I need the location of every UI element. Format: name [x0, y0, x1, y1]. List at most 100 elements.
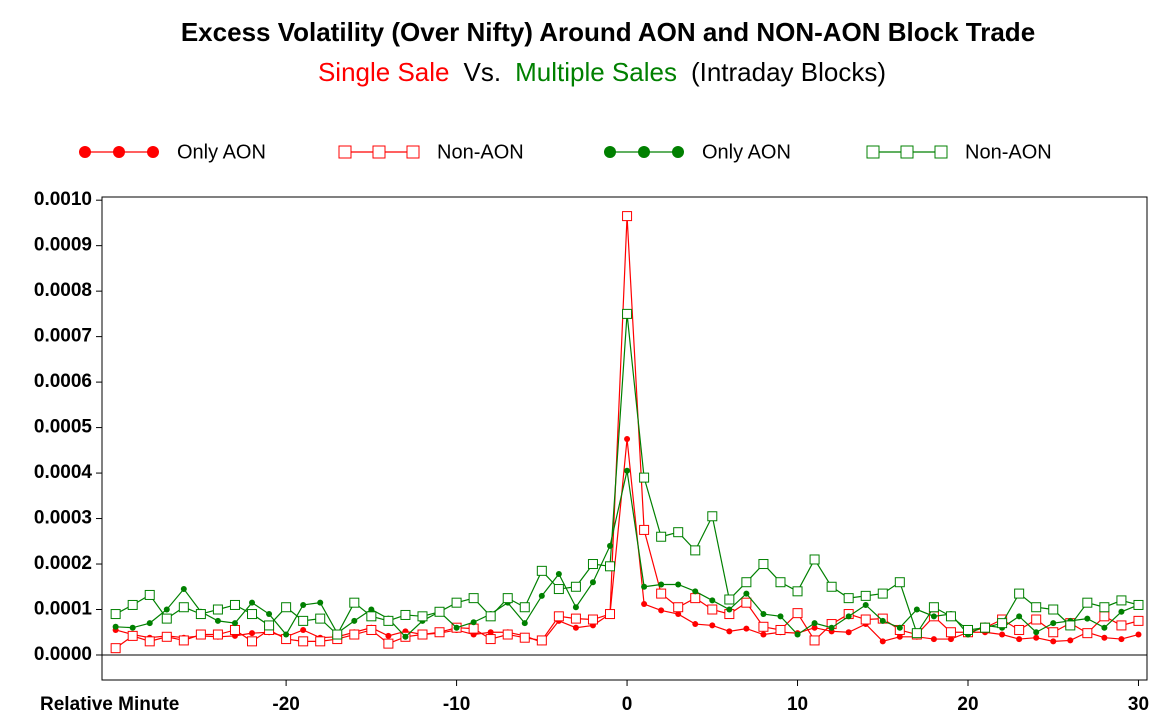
point — [281, 602, 292, 613]
legend-marker — [934, 145, 948, 159]
y-tick-label: 0.0008 — [34, 280, 92, 301]
point — [417, 629, 428, 640]
point — [366, 624, 377, 635]
subtitle-part: Single Sale — [318, 57, 450, 87]
point — [485, 611, 496, 622]
point — [127, 630, 138, 641]
point — [675, 611, 682, 618]
point — [451, 597, 462, 608]
point — [692, 621, 699, 628]
point — [555, 571, 562, 578]
point — [741, 577, 752, 588]
legend-label: Non-AON — [437, 141, 524, 163]
point — [572, 624, 579, 631]
point — [300, 626, 307, 633]
point — [777, 613, 784, 620]
y-tick-label: 0.0002 — [34, 553, 92, 574]
point — [587, 559, 598, 570]
point — [383, 638, 394, 649]
point — [930, 636, 937, 643]
point — [1065, 620, 1076, 631]
point — [877, 588, 888, 599]
point — [1133, 615, 1144, 626]
legend-label: Only AON — [177, 141, 266, 163]
legend-item: Only AON — [79, 141, 266, 163]
point — [743, 625, 750, 632]
point — [1050, 620, 1057, 627]
point — [605, 609, 616, 620]
point — [538, 592, 545, 599]
y-tick-label: 0.0003 — [34, 508, 92, 529]
point — [572, 604, 579, 611]
point — [553, 584, 564, 595]
point — [809, 554, 820, 565]
point — [862, 601, 869, 608]
point — [502, 629, 513, 640]
point — [641, 601, 648, 608]
point — [1118, 636, 1125, 643]
point — [453, 624, 460, 631]
point — [828, 624, 835, 631]
point — [434, 606, 445, 617]
point — [690, 593, 701, 604]
point — [945, 627, 956, 638]
point — [1033, 634, 1040, 641]
y-tick-label: 0.0000 — [34, 644, 92, 665]
point — [521, 620, 528, 627]
point — [1084, 615, 1091, 622]
legend-marker — [113, 146, 125, 158]
point — [553, 611, 564, 622]
point — [1014, 588, 1025, 599]
point — [860, 590, 871, 601]
point — [163, 606, 170, 613]
point — [1101, 624, 1108, 631]
point — [913, 606, 920, 613]
point — [845, 613, 852, 620]
point — [675, 581, 682, 588]
point — [247, 636, 258, 647]
point — [809, 635, 820, 646]
subtitle-part: Vs. — [464, 57, 502, 87]
point — [624, 467, 631, 474]
point — [485, 634, 496, 645]
point — [928, 602, 939, 613]
point — [792, 586, 803, 597]
x-tick-label: -10 — [443, 694, 470, 715]
point — [760, 631, 767, 638]
point — [129, 624, 136, 631]
legend-marker — [604, 146, 616, 158]
point — [402, 633, 409, 640]
legend-marker — [79, 146, 91, 158]
point — [641, 583, 648, 590]
point — [368, 606, 375, 613]
point — [589, 579, 596, 586]
point — [214, 617, 221, 624]
legend-marker — [866, 145, 880, 159]
point — [947, 636, 954, 643]
point — [231, 620, 238, 627]
subtitle-part: (Intraday Blocks) — [691, 57, 886, 87]
point — [1014, 624, 1025, 635]
point — [1082, 628, 1093, 639]
point — [639, 524, 650, 535]
point — [896, 633, 903, 640]
point — [587, 614, 598, 625]
point — [332, 629, 343, 640]
point — [298, 636, 309, 647]
point — [519, 602, 530, 613]
point — [826, 581, 837, 592]
legend-marker — [406, 145, 420, 159]
point — [930, 613, 937, 620]
point — [470, 619, 477, 626]
point — [896, 624, 903, 631]
point — [266, 611, 273, 618]
point — [1116, 595, 1127, 606]
point — [366, 611, 377, 622]
point — [487, 629, 494, 636]
point — [249, 630, 256, 637]
legend-marker — [638, 146, 650, 158]
point — [605, 561, 616, 572]
x-tick-label: -20 — [272, 694, 299, 715]
point — [656, 588, 667, 599]
point — [1101, 634, 1108, 641]
